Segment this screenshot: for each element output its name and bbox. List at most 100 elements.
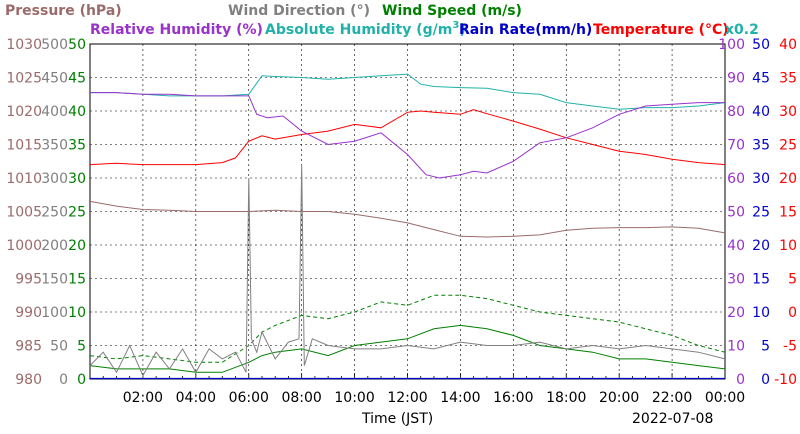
- y-tick-temperature: 30: [779, 104, 797, 120]
- y-tick-wind-direction: 150: [41, 272, 68, 288]
- y-tick-temperature: 40: [779, 37, 797, 53]
- wind-direction-axis-label: Wind Direction (°): [228, 3, 370, 19]
- y-tick-temperature: 35: [779, 71, 797, 87]
- x-tick-label: 20:00: [599, 390, 639, 406]
- relative-humidity-axis-label: Relative Humidity (%): [90, 22, 263, 38]
- x-tick-label: 06:00: [229, 390, 269, 406]
- y-tick-relative-humidity: 10: [727, 339, 745, 355]
- y-tick-relative-humidity: 90: [727, 71, 745, 87]
- x-tick-label: 10:00: [334, 390, 374, 406]
- y-tick-wind-direction: 400: [41, 104, 68, 120]
- y-tick-wind-direction: 500: [41, 37, 68, 53]
- temperature-axis-label: Temperature (°C): [593, 22, 729, 38]
- y-tick-relative-humidity: 100: [718, 37, 745, 53]
- y-tick-relative-humidity: 60: [727, 171, 745, 187]
- y-tick-wind-speed: 25: [68, 205, 86, 221]
- y-tick-temperature: 20: [779, 171, 797, 187]
- y-tick-temperature: 10: [779, 238, 797, 254]
- y-tick-wind-direction: 450: [41, 71, 68, 87]
- x-tick-label: 16:00: [493, 390, 533, 406]
- y-tick-relative-humidity: 30: [727, 272, 745, 288]
- y-tick-wind-speed: 45: [68, 71, 86, 87]
- y-tick-wind-direction: 300: [41, 171, 68, 187]
- y-tick-pressure: 1015: [6, 138, 42, 154]
- x-tick-label: 14:00: [440, 390, 480, 406]
- series-pressure: [89, 200, 726, 238]
- x-axis-label: Time (JST): [361, 411, 433, 427]
- y-tick-rain-rate: 45: [752, 71, 770, 87]
- y-tick-relative-humidity: 0: [736, 372, 745, 388]
- y-tick-relative-humidity: 50: [727, 205, 745, 221]
- y-tick-temperature: -10: [774, 372, 797, 388]
- y-tick-wind-direction: 50: [50, 339, 68, 355]
- y-tick-wind-speed: 5: [77, 339, 86, 355]
- y-tick-pressure: 990: [15, 305, 42, 321]
- pressure-axis-label: Pressure (hPa): [5, 3, 122, 19]
- y-tick-wind-speed: 15: [68, 272, 86, 288]
- x-tick-label: 08:00: [281, 390, 321, 406]
- y-tick-wind-direction: 100: [41, 305, 68, 321]
- y-tick-wind-direction: 200: [41, 238, 68, 254]
- y-tick-pressure: 1000: [6, 238, 42, 254]
- x-tick-label: 12:00: [387, 390, 427, 406]
- y-tick-relative-humidity: 70: [727, 138, 745, 154]
- y-tick-wind-speed: 10: [68, 305, 86, 321]
- absolute-humidity-scale-note: x0.2: [725, 22, 759, 38]
- wind-speed-axis-label: Wind Speed (m/s): [382, 3, 522, 19]
- series-temperature: [89, 109, 726, 166]
- y-tick-relative-humidity: 20: [727, 305, 745, 321]
- absolute-humidity-label-end: ): [459, 22, 465, 38]
- y-tick-relative-humidity: 80: [727, 104, 745, 120]
- x-tick-label: 02:00: [123, 390, 163, 406]
- y-tick-temperature: 0: [788, 305, 797, 321]
- y-tick-wind-direction: 250: [41, 205, 68, 221]
- y-tick-temperature: 15: [779, 205, 797, 221]
- y-tick-rain-rate: 50: [752, 37, 770, 53]
- y-tick-rain-rate: 25: [752, 205, 770, 221]
- y-tick-pressure: 985: [15, 339, 42, 355]
- y-tick-temperature: 5: [788, 272, 797, 288]
- y-tick-rain-rate: 15: [752, 272, 770, 288]
- y-tick-relative-humidity: 40: [727, 238, 745, 254]
- y-tick-rain-rate: 30: [752, 171, 770, 187]
- y-tick-rain-rate: 5: [761, 339, 770, 355]
- y-tick-wind-speed: 0: [77, 372, 86, 388]
- series-relative-humidity: [90, 92, 725, 179]
- y-tick-rain-rate: 20: [752, 238, 770, 254]
- rain-rate-axis-label: Rain Rate(mm/h): [459, 22, 592, 38]
- x-tick-label: 22:00: [652, 390, 692, 406]
- y-tick-temperature: -5: [783, 339, 797, 355]
- y-tick-wind-speed: 30: [68, 171, 86, 187]
- chart-date: 2022-07-08: [632, 411, 713, 427]
- y-tick-wind-direction: 350: [41, 138, 68, 154]
- y-tick-wind-speed: 50: [68, 37, 86, 53]
- y-tick-pressure: 1030: [6, 37, 42, 53]
- y-tick-temperature: 25: [779, 138, 797, 154]
- x-tick-label: 04:00: [176, 390, 216, 406]
- series-wind-direction: [89, 164, 726, 377]
- y-tick-pressure: 1010: [6, 171, 42, 187]
- y-tick-pressure: 1005: [6, 205, 42, 221]
- y-tick-pressure: 980: [15, 372, 42, 388]
- x-tick-label: 00:00: [705, 390, 745, 406]
- y-tick-rain-rate: 40: [752, 104, 770, 120]
- series-wind-speed: [89, 324, 726, 373]
- y-tick-wind-direction: 0: [59, 372, 68, 388]
- y-tick-labels: 9809859909951000100510101015102010251030…: [6, 37, 797, 388]
- x-tick-label: 18:00: [546, 390, 586, 406]
- absolute-humidity-label: Absolute Humidity (g/m3): [265, 20, 466, 38]
- y-tick-pressure: 995: [15, 272, 42, 288]
- y-tick-wind-speed: 20: [68, 238, 86, 254]
- y-tick-pressure: 1020: [6, 104, 42, 120]
- series-wind-speed-gust: [89, 294, 726, 363]
- y-tick-pressure: 1025: [6, 71, 42, 87]
- y-tick-rain-rate: 35: [752, 138, 770, 154]
- absolute-humidity-label-sup: 3: [452, 20, 459, 31]
- series-group: [89, 73, 726, 380]
- y-tick-rain-rate: 0: [761, 372, 770, 388]
- x-tick-labels: 02:00 04:00 06:00 08:00 10:00 12:00 14:00 16:00…: [123, 390, 745, 406]
- absolute-humidity-label-main: Absolute Humidity (g/m: [265, 22, 452, 38]
- y-tick-wind-speed: 40: [68, 104, 86, 120]
- y-tick-wind-speed: 35: [68, 138, 86, 154]
